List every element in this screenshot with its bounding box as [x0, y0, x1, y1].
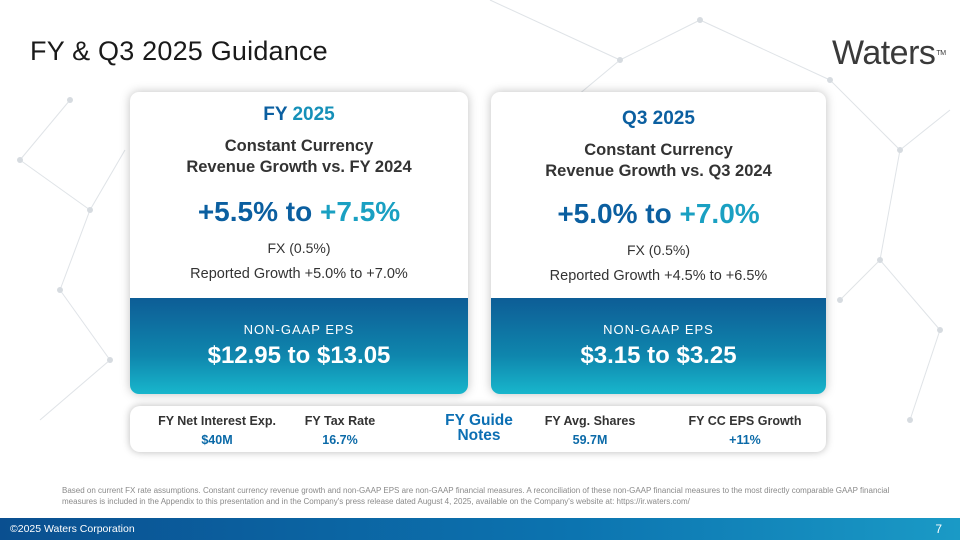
q3-heading: Constant Currency Revenue Growth vs. Q3 … [491, 140, 826, 182]
note-label: FY Tax Rate [304, 414, 376, 428]
note-cc-eps-growth: FY CC EPS Growth +11% [670, 414, 820, 447]
fy-eps-panel: NON-GAAP EPS $12.95 to $13.05 [130, 298, 468, 394]
fy-fx: FX (0.5%) [267, 240, 331, 256]
fy-card-top: FY 2025 Constant Currency Revenue Growth… [130, 92, 468, 298]
note-tax-rate: FY Tax Rate 16.7% [275, 414, 405, 447]
page-number: 7 [935, 522, 942, 536]
waters-logo: WatersTM [832, 34, 946, 73]
q3-period-label: Q3 2025 [622, 108, 695, 129]
q3-heading-line2: Revenue Growth vs. Q3 2024 [545, 162, 772, 180]
fy-period-label: FY [263, 104, 288, 125]
copyright: ©2025 Waters Corporation [10, 523, 135, 535]
note-value: 16.7% [322, 433, 358, 447]
fy-eps-label: NON-GAAP EPS [243, 322, 355, 337]
logo-text: Waters [832, 34, 936, 72]
note-label: FY Avg. Shares [544, 414, 636, 428]
fy-period: FY 2025 [130, 104, 468, 126]
q3-range-low: +5.0% to [557, 198, 672, 229]
fy-guide-notes-title: FY Guide Notes [431, 412, 527, 444]
fy-heading-line2: Revenue Growth vs. FY 2024 [186, 158, 412, 176]
q3-eps-value: $3.15 to $3.25 [580, 342, 737, 369]
logo-trademark: TM [936, 50, 946, 57]
note-value: $40M [201, 433, 233, 447]
note-net-interest: FY Net Interest Exp. $40M [142, 414, 292, 447]
footer-bar: ©2025 Waters Corporation 7 [0, 518, 960, 540]
fy-reported-growth: Reported Growth +5.0% to +7.0% [190, 266, 408, 282]
fy-guide-notes-bar: FY Net Interest Exp. $40M FY Tax Rate 16… [130, 406, 826, 452]
footnote-disclaimer: Based on current FX rate assumptions. Co… [62, 486, 890, 506]
q3-fx: FX (0.5%) [626, 242, 690, 258]
fy-heading: Constant Currency Revenue Growth vs. FY … [130, 136, 468, 178]
note-label: FY Net Interest Exp. [158, 414, 276, 428]
q3-eps-panel: NON-GAAP EPS $3.15 to $3.25 [491, 298, 826, 394]
fy-range-high: +7.5% [320, 196, 401, 227]
note-label: FY CC EPS Growth [688, 414, 802, 428]
fy-heading-line1: Constant Currency [224, 137, 374, 155]
q3-reported-growth: Reported Growth +4.5% to +6.5% [549, 268, 768, 284]
q3-growth-range: +5.0% to +7.0% [491, 198, 826, 230]
q3-guidance-card: Q3 2025 Constant Currency Revenue Growth… [491, 92, 826, 394]
q3-card-top: Q3 2025 Constant Currency Revenue Growth… [491, 92, 826, 298]
q3-eps-label: NON-GAAP EPS [603, 322, 714, 337]
q3-period: Q3 2025 [491, 108, 826, 130]
notes-title-line2: Notes [457, 427, 501, 444]
fy-period-year: 2025 [292, 104, 335, 125]
note-avg-shares: FY Avg. Shares 59.7M [515, 414, 665, 447]
fy-eps-value: $12.95 to $13.05 [207, 342, 391, 369]
fy-guidance-card: FY 2025 Constant Currency Revenue Growth… [130, 92, 468, 394]
note-value: 59.7M [572, 433, 608, 447]
q3-range-high: +7.0% [679, 198, 760, 229]
slide-title: FY & Q3 2025 Guidance [30, 36, 328, 66]
q3-heading-line1: Constant Currency [584, 141, 733, 159]
note-value: +11% [729, 433, 761, 447]
notes-title-line1: FY Guide [445, 412, 513, 429]
fy-growth-range: +5.5% to +7.5% [130, 196, 468, 228]
fy-range-low: +5.5% to [197, 196, 313, 227]
